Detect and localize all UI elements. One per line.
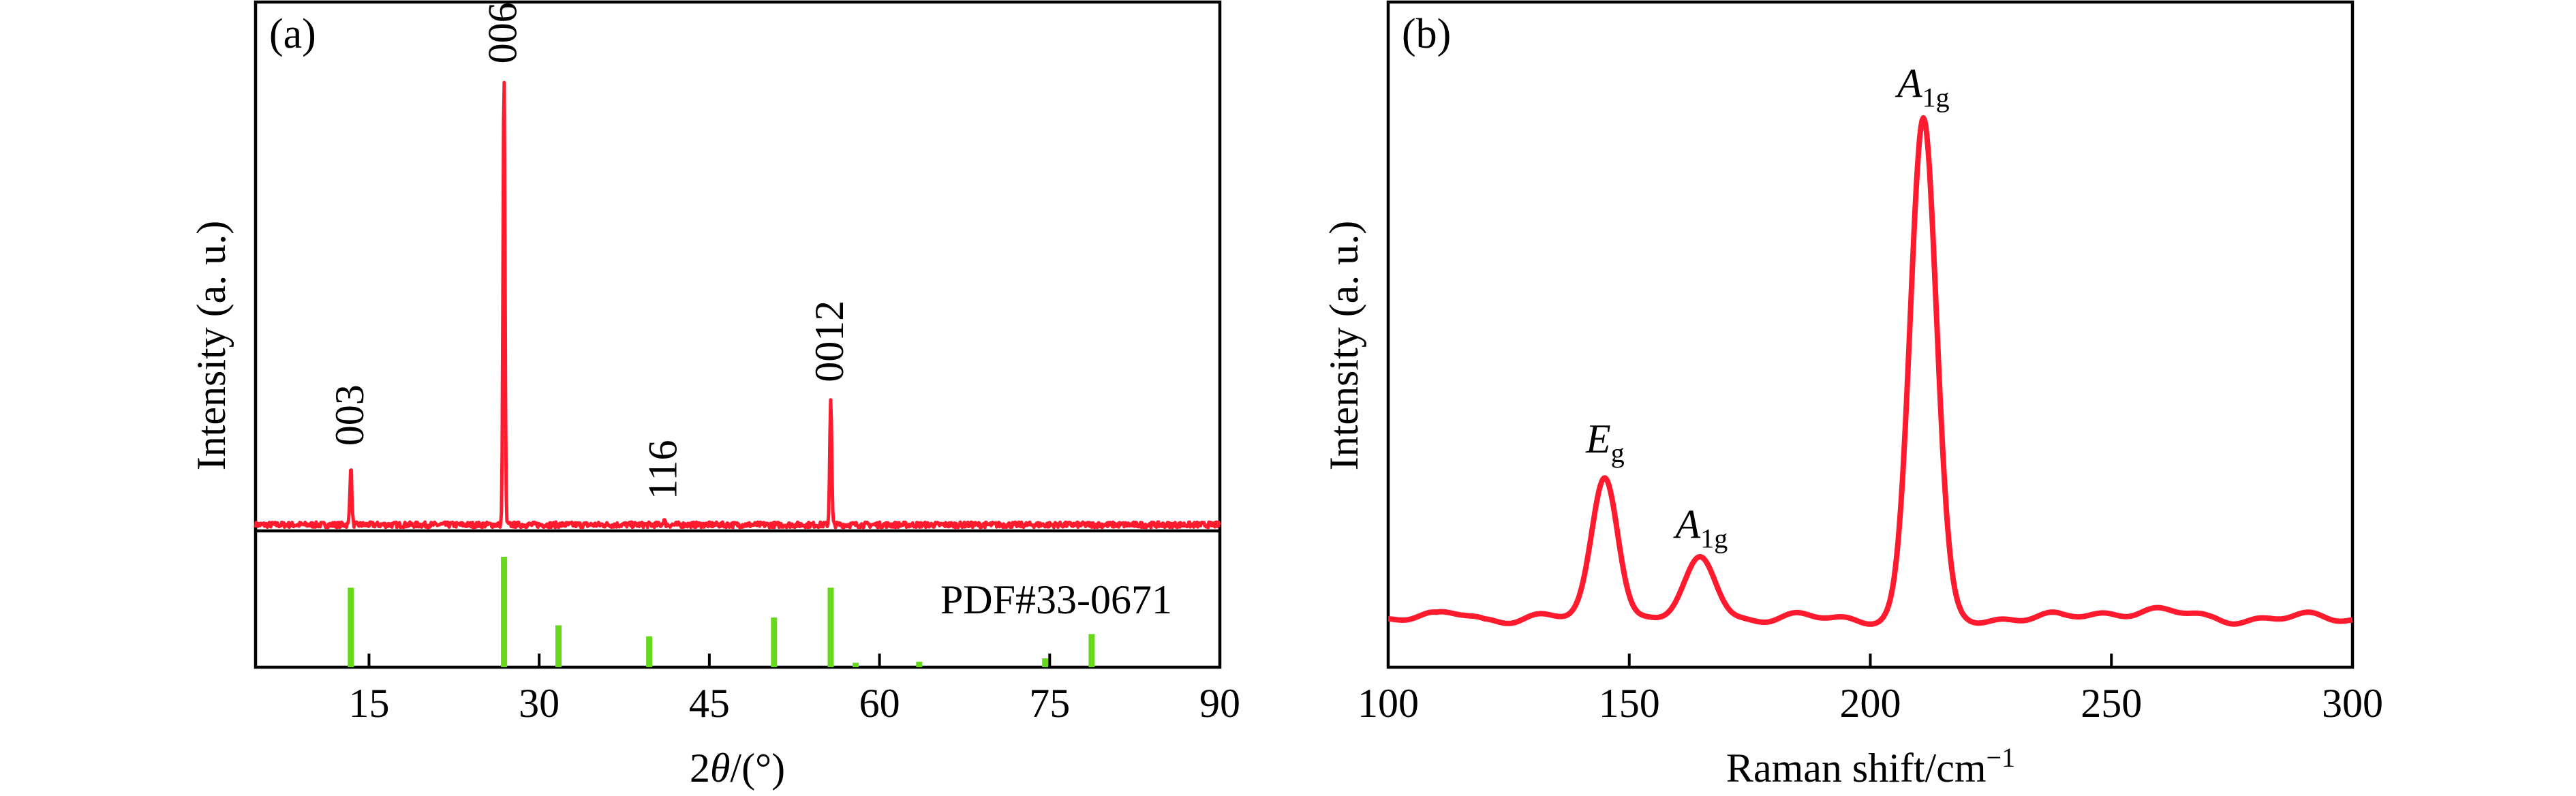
xrd-panel: (a) 003 006 116 0012 PDF#33-0671 15 30 45 60 75…	[189, 0, 1240, 791]
raman-x-axis-ticks: 100 150 200 250 300	[1358, 654, 2383, 726]
raman-peak-label: A1g	[1673, 502, 1728, 554]
xrd-pattern-line	[254, 80, 1221, 530]
x-tick-label: 200	[1840, 681, 1901, 726]
raman-panel: (b) Eg A1g A1g 100 150 200 250 300 Raman shift…	[1321, 0, 2383, 791]
raman-spectrum-line	[1386, 115, 2355, 627]
xrd-panel-label: (a)	[269, 11, 316, 57]
xrd-x-axis-ticks: 15 30 45 60 75 90	[348, 654, 1240, 726]
raman-panel-label: (b)	[1402, 11, 1451, 57]
peak-label: 003	[327, 384, 372, 446]
x-tick-label: 300	[2322, 681, 2383, 726]
xrd-reference-label: PDF#33-0671	[940, 577, 1172, 622]
x-tick-label: 100	[1358, 681, 1419, 726]
xrd-x-axis-title: 2θ/(°)	[690, 746, 785, 791]
raman-peak-labels: Eg A1g A1g	[1585, 61, 1950, 553]
x-tick-label: 45	[689, 681, 730, 726]
raman-peak-label: Eg	[1585, 416, 1625, 468]
raman-y-axis-title: Intensity (a. u.)	[1321, 221, 1366, 471]
xrd-peak-labels: 003 006 116 0012	[327, 2, 852, 500]
x-tick-label: 15	[348, 681, 389, 726]
xrd-reference-bars	[348, 557, 1095, 667]
x-tick-label: 90	[1199, 681, 1240, 726]
raman-x-axis-title: Raman shift/cm−1	[1726, 742, 2015, 791]
peak-label: 0012	[807, 301, 852, 382]
peak-label: 006	[480, 2, 525, 63]
x-tick-label: 60	[859, 681, 900, 726]
raman-plot-frame	[1386, 0, 2355, 669]
x-tick-label: 30	[519, 681, 559, 726]
xrd-y-axis-title: Intensity (a. u.)	[189, 221, 234, 471]
x-tick-label: 250	[2081, 681, 2142, 726]
xrd-plot-frame	[254, 0, 1222, 669]
x-tick-label: 75	[1029, 681, 1070, 726]
raman-peak-label: A1g	[1895, 61, 1950, 112]
peak-label: 116	[640, 440, 685, 500]
x-tick-label: 150	[1599, 681, 1660, 726]
